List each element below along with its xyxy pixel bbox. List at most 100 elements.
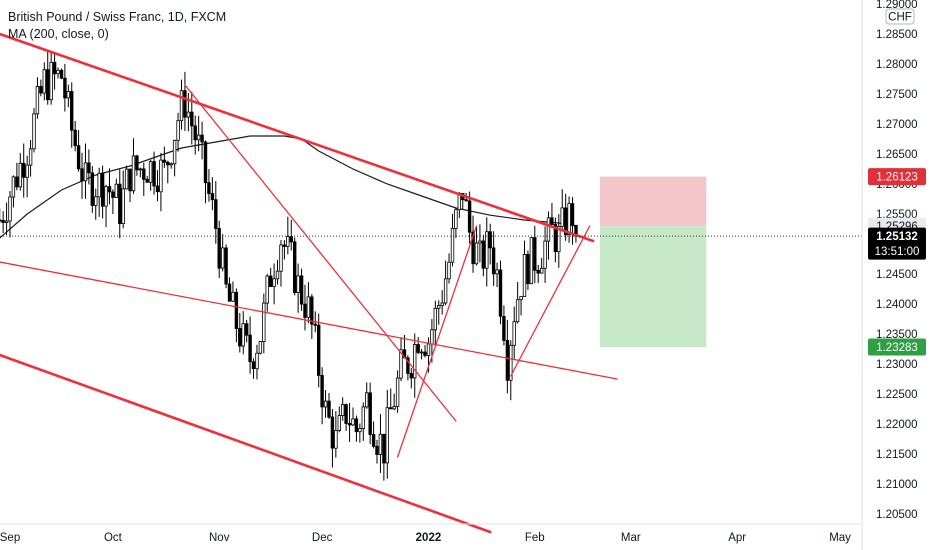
candle-body (337, 415, 341, 432)
candle-body (351, 418, 355, 426)
candle-body (395, 377, 400, 407)
candle-body (107, 186, 112, 193)
candle-body (289, 236, 293, 243)
trendline-mid-channel (0, 261, 618, 380)
candle-body (529, 237, 534, 285)
candle-body (121, 188, 125, 225)
candle-body (412, 344, 417, 379)
current-price-tag (868, 227, 926, 260)
candles (0, 50, 578, 481)
candle-body (66, 91, 70, 99)
candle-body (166, 161, 170, 166)
candle-body (519, 296, 523, 301)
stop-price-tag (868, 168, 926, 186)
candle-body (450, 227, 455, 263)
candle-body (251, 361, 256, 370)
candle-body (94, 196, 98, 206)
candle-body (35, 86, 40, 115)
price-tick-label: 1.24500 (876, 269, 918, 281)
candle-body (131, 155, 136, 192)
candle-body (358, 428, 362, 433)
candle-body (100, 172, 105, 207)
time-tick-label: Apr (728, 532, 746, 544)
candle-body (416, 344, 420, 353)
candle-body (56, 69, 60, 75)
chart-title: British Pound / Swiss Franc, 1D, FXCM (8, 10, 227, 24)
candle-body (467, 200, 472, 233)
candle-body (433, 307, 437, 331)
candle-body (262, 302, 266, 343)
candle-body (70, 91, 74, 131)
candle-body (303, 303, 307, 318)
candle-body (46, 69, 50, 101)
time-tick-label: Feb (525, 532, 545, 544)
trendline-rising-line-1 (396, 225, 478, 458)
candle-body (567, 203, 571, 236)
candle-body (423, 351, 427, 356)
candle-body (63, 77, 67, 99)
candle-body (347, 423, 352, 426)
candle-body (49, 61, 53, 101)
indicator-label: MA (200, close, 0) (8, 27, 109, 41)
candle-body (540, 267, 544, 274)
price-tick-label: 1.21500 (876, 449, 918, 461)
price-tick-label: 1.28500 (876, 29, 918, 41)
candle-body (155, 185, 160, 193)
candle-body (83, 162, 88, 182)
candle-body (368, 392, 372, 435)
candle-body (11, 176, 16, 198)
legend: British Pound / Swiss Franc, 1D, FXCM MA… (8, 9, 226, 43)
candle-body (419, 351, 424, 354)
candle-body (128, 168, 132, 192)
candle-body (399, 349, 403, 379)
candle-body (234, 291, 239, 329)
candle-body (118, 183, 122, 224)
candle-body (546, 217, 551, 242)
candle-body (485, 231, 489, 269)
candle-body (1, 219, 5, 223)
candle-body (169, 163, 173, 166)
candle-body (272, 278, 276, 287)
time-tick-label: 2022 (416, 532, 442, 544)
candle-body (186, 111, 191, 118)
candle-body (382, 433, 386, 464)
candle-body (172, 139, 177, 165)
candle-body (330, 416, 335, 449)
trendline-channel-lower (0, 353, 492, 534)
candle-body (313, 323, 317, 326)
candle-body (159, 159, 163, 193)
candle-body (364, 392, 369, 408)
candle-body (258, 341, 263, 354)
stop-loss-zone (599, 176, 707, 227)
candle-body (183, 90, 187, 118)
candle-body (265, 275, 269, 304)
candle-body (491, 247, 496, 275)
candle-body (124, 168, 129, 190)
candle-body (142, 168, 146, 180)
candle-body (440, 302, 444, 306)
candle-body (286, 236, 290, 247)
candle-body (509, 344, 513, 381)
price-tick-label: 1.23500 (876, 329, 918, 341)
candle-body (241, 323, 245, 347)
price-tick-label: 1.23000 (876, 359, 918, 371)
current-price-tag-label: 1.25132 (876, 231, 918, 243)
price-tick-label: 1.29000 (876, 0, 918, 11)
candle-body (76, 145, 81, 170)
candle-body (255, 352, 259, 370)
candle-body (502, 315, 506, 341)
candle-body (200, 134, 204, 143)
candle-body (464, 199, 468, 202)
candle-body (52, 61, 57, 75)
candle-body (135, 155, 139, 171)
take-profit-zone (599, 226, 707, 348)
candle-body (279, 244, 283, 272)
candle-body (327, 400, 331, 418)
candle-body (354, 418, 359, 433)
candle-body (340, 404, 345, 417)
price-tick-label: 1.20500 (876, 509, 918, 521)
candle-body (224, 247, 228, 285)
candle-body (292, 241, 297, 293)
candle-body (238, 328, 242, 347)
